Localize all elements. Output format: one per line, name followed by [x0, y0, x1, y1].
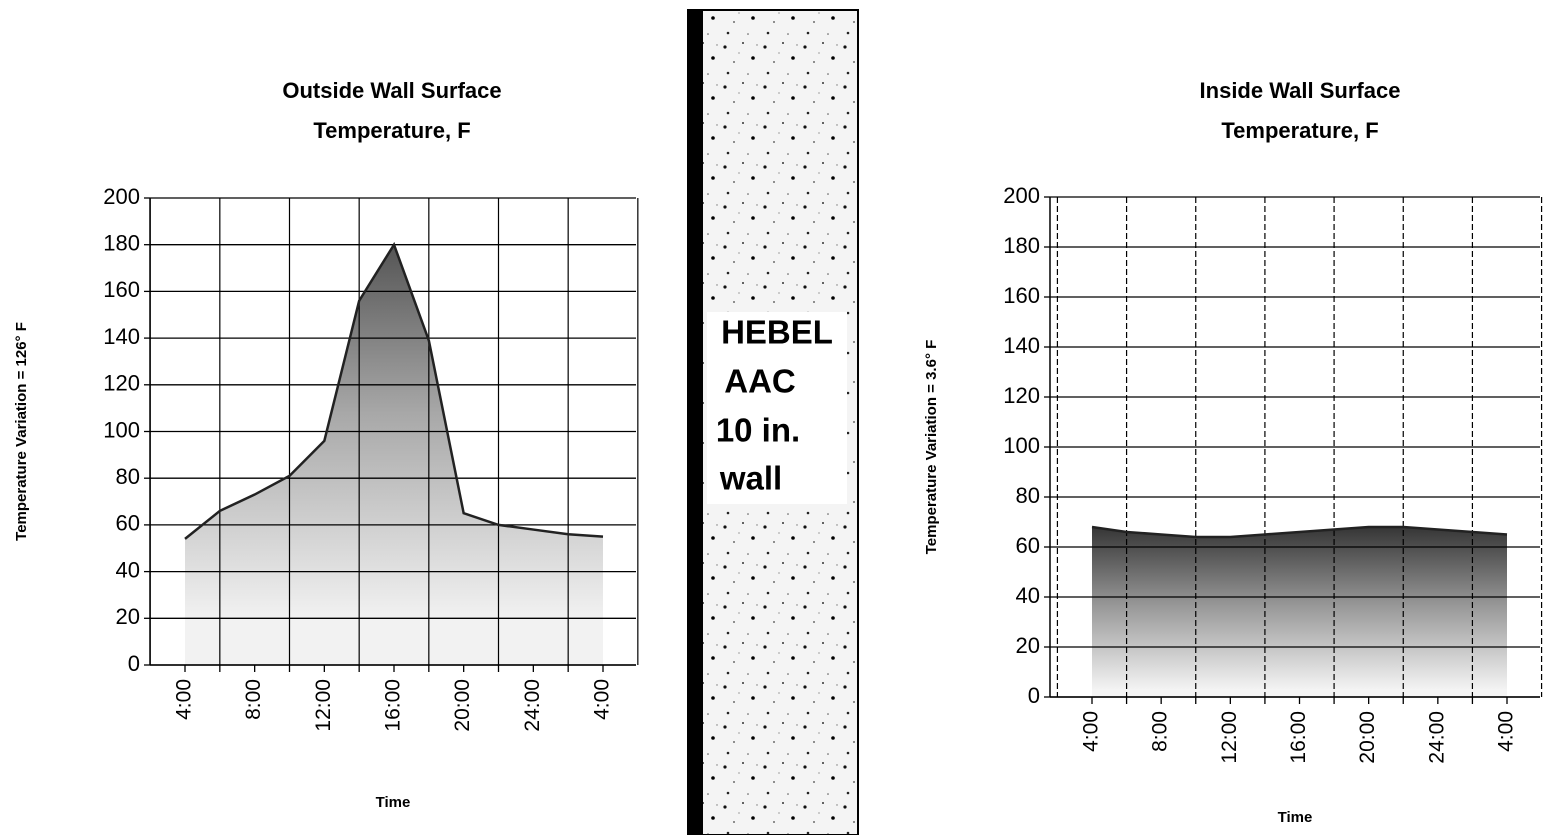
figure: HEBEL AAC 10 in. wall Outside Wall Surfa… [0, 0, 1547, 835]
x-tick-label: 4:00 [173, 679, 196, 720]
wall-edge [688, 10, 703, 835]
x-tick-label: 12:00 [312, 679, 335, 732]
y-tick-label: 20 [1016, 633, 1040, 658]
y-tick-label: 100 [1003, 433, 1040, 458]
x-tick-label: 20:00 [451, 679, 474, 732]
area [185, 245, 603, 665]
page: HEBEL AAC 10 in. wall Outside Wall Surfa… [0, 0, 1547, 835]
y-tick-label: 180 [103, 231, 140, 256]
y-tick-label: 140 [103, 324, 140, 349]
y-tick-label: 60 [116, 511, 140, 536]
y-tick-label: 160 [1003, 283, 1040, 308]
y-tick-label: 200 [1003, 183, 1040, 208]
x-tick-label: 24:00 [1425, 711, 1448, 764]
y-axis-label: Temperature Variation = 3.6° F [923, 340, 940, 555]
chart-title: Inside Wall Surface [1200, 78, 1401, 103]
wall-graphic: HEBEL AAC 10 in. wall [688, 10, 858, 835]
x-tick-label: 16:00 [382, 679, 405, 732]
x-tick-label: 12:00 [1218, 711, 1241, 764]
y-tick-label: 80 [116, 464, 140, 489]
x-tick-label: 4:00 [1495, 711, 1518, 752]
y-tick-label: 160 [103, 277, 140, 302]
y-tick-label: 20 [116, 604, 140, 629]
y-tick-label: 0 [128, 651, 140, 676]
chart: Inside Wall Surface Temperature, F Tempera… [923, 78, 1542, 826]
x-tick-label: 24:00 [521, 679, 544, 732]
y-tick-label: 180 [1003, 233, 1040, 258]
y-tick-label: 40 [1016, 583, 1040, 608]
chart-title: Outside Wall Surface [282, 78, 501, 103]
y-tick-label: 120 [1003, 383, 1040, 408]
y-tick-label: 140 [1003, 333, 1040, 358]
wall-label: 10 in. [716, 412, 800, 449]
y-tick-label: 40 [116, 557, 140, 582]
chart: Outside Wall Surface Temperature, F Temper… [13, 78, 638, 811]
area [1092, 527, 1507, 697]
y-tick-label: 80 [1016, 483, 1040, 508]
x-tick-label: 20:00 [1356, 711, 1379, 764]
y-axis-label: Temperature Variation = 126° F [13, 322, 30, 541]
y-tick-label: 120 [103, 371, 140, 396]
x-axis-label: Time [1278, 809, 1313, 826]
x-tick-label: 16:00 [1287, 711, 1310, 764]
x-tick-label: 4:00 [1080, 711, 1103, 752]
y-tick-label: 60 [1016, 533, 1040, 558]
y-tick-label: 0 [1028, 683, 1040, 708]
y-tick-label: 100 [103, 417, 140, 442]
x-tick-label: 8:00 [1149, 711, 1172, 752]
wall-label: AAC [724, 363, 796, 400]
chart-title: Temperature, F [1221, 118, 1378, 143]
wall-label: HEBEL [721, 314, 833, 351]
wall-label: wall [719, 460, 782, 497]
x-tick-label: 4:00 [591, 679, 614, 720]
x-axis-label: Time [376, 794, 411, 811]
chart-title: Temperature, F [313, 118, 470, 143]
y-tick-label: 200 [103, 184, 140, 209]
x-tick-label: 8:00 [242, 679, 265, 720]
